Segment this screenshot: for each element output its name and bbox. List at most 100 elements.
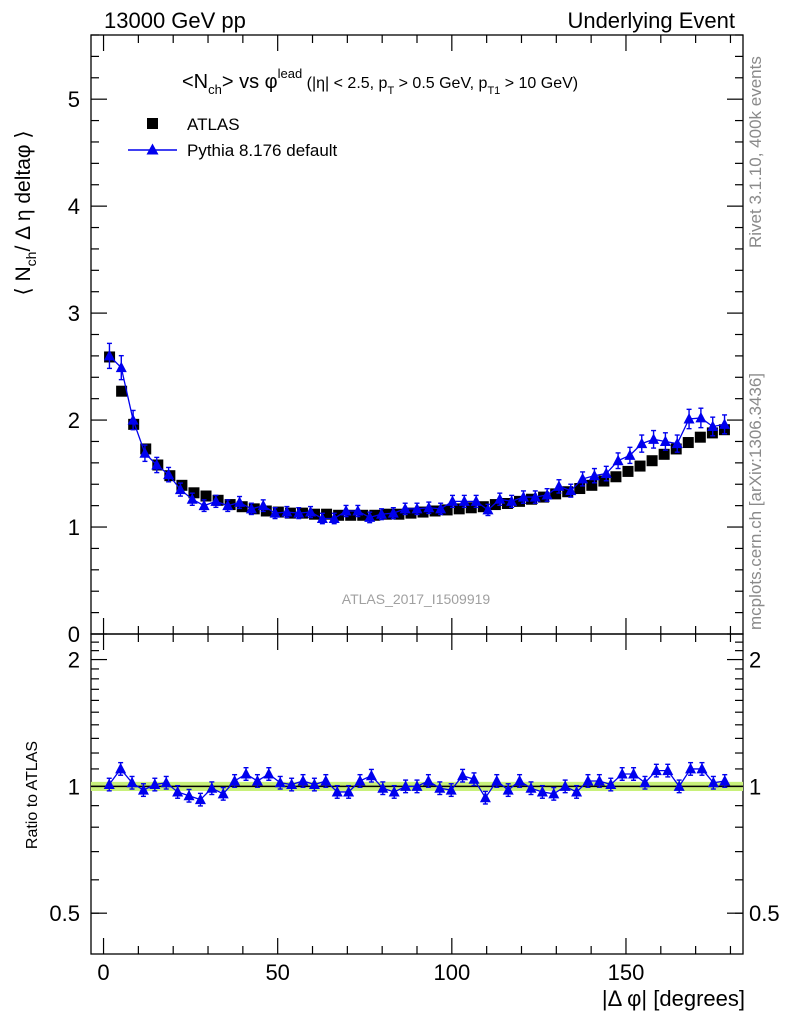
atlas-point	[200, 490, 212, 502]
series-pythia	[103, 342, 731, 525]
legend-label-atlas: ATLAS	[187, 115, 240, 134]
atlas-point	[646, 455, 658, 467]
ratio-point	[559, 780, 571, 791]
atlas-point	[369, 509, 381, 521]
pythia-point	[186, 493, 198, 504]
plot-title: <Nch> vs φlead (|η| < 2.5, pT > 0.5 GeV,…	[182, 66, 578, 97]
ratio-point	[514, 774, 526, 786]
ratio-point	[593, 774, 605, 786]
atlas-point	[272, 506, 284, 518]
pythia-point	[305, 506, 317, 517]
pythia-point	[494, 493, 506, 504]
atlas-point	[417, 506, 429, 518]
ratio-point	[126, 776, 138, 788]
atlas-point	[694, 431, 706, 443]
ratio-point	[662, 764, 674, 776]
x-axis-label: |Δ φ| [degrees]	[602, 986, 745, 1011]
ratio-point	[286, 778, 298, 790]
series-atlas	[104, 351, 730, 521]
ratio-point	[525, 782, 537, 793]
ratio-point	[457, 769, 469, 781]
pythia-point	[139, 447, 151, 458]
pythia-point	[127, 414, 139, 425]
ratio-point	[172, 785, 184, 797]
ratio-point	[548, 787, 560, 799]
ratio-point	[502, 784, 514, 795]
ratio-point	[149, 778, 161, 790]
ratio-y-tick-label: 0.5	[49, 901, 80, 926]
atlas-point	[405, 507, 417, 519]
pythia-point	[281, 506, 293, 517]
pythia-point	[553, 480, 565, 491]
pythia-point	[103, 349, 115, 361]
ratio-point	[194, 793, 206, 805]
atlas-point	[321, 508, 333, 520]
ylabel-part-a: ⟨ N	[12, 266, 35, 295]
pythia-point	[245, 502, 257, 514]
pythia-point	[376, 508, 388, 519]
pythia-point	[577, 472, 589, 484]
ratio-y-tick-label-right: 1	[749, 774, 761, 799]
title-sup-b: lead	[278, 66, 303, 81]
pythia-point	[328, 512, 340, 523]
ratio-point	[377, 782, 389, 793]
ratio-point	[696, 762, 708, 774]
title-part-c: (|η| < 2.5, p	[302, 75, 387, 92]
ratio-point	[571, 785, 583, 797]
atlas-point	[670, 443, 682, 455]
main-y-tick-label: 0	[68, 622, 80, 647]
pythia-point	[293, 507, 305, 518]
pythia-point	[222, 499, 234, 511]
ratio-point	[582, 774, 594, 786]
ratio-point	[673, 780, 685, 791]
pythia-point	[541, 488, 553, 500]
ratio-point	[331, 785, 343, 797]
pythia-point	[671, 437, 683, 449]
atlas-point	[610, 471, 622, 483]
ratio-point	[251, 774, 263, 786]
ratio-point	[365, 769, 377, 781]
pythia-point	[198, 499, 210, 511]
pythia-point	[446, 495, 458, 506]
pythia-point	[707, 420, 719, 431]
x-tick-label: 50	[265, 960, 289, 985]
pythia-point	[352, 504, 364, 516]
x-tick-label: 100	[433, 960, 470, 985]
ratio-point	[137, 784, 149, 795]
ratio-point	[422, 774, 434, 786]
ratio-point	[536, 785, 548, 797]
header-right: Underlying Event	[567, 8, 735, 33]
pythia-point	[174, 483, 186, 495]
ratio-point	[343, 785, 355, 797]
x-tick-label: 150	[608, 960, 645, 985]
ratio-point	[445, 784, 457, 795]
ratio-y-tick-label: 1	[68, 774, 80, 799]
ratio-point	[605, 778, 617, 790]
rivet-credit: Rivet 3.1.10, 400k events	[746, 56, 765, 248]
ylabel-sub: ch	[23, 252, 39, 267]
header-left: 13000 GeV pp	[104, 8, 246, 33]
atlas-point	[634, 460, 646, 472]
ratio-point	[160, 776, 172, 788]
atlas-point	[393, 508, 405, 520]
atlas-point	[489, 499, 501, 511]
atlas-point	[682, 437, 694, 449]
legend-marker-pythia	[146, 143, 159, 155]
ratio-point	[354, 774, 366, 786]
pythia-point	[269, 507, 281, 518]
main-y-tick-label: 4	[68, 194, 80, 219]
pythia-point	[636, 437, 648, 449]
ratio-y-tick-label: 2	[68, 648, 80, 673]
ratio-point	[400, 780, 412, 791]
atlas-point	[586, 479, 598, 491]
ratio-point	[628, 767, 640, 779]
main-y-tick-label: 1	[68, 515, 80, 540]
ratio-point	[468, 773, 480, 784]
title-sub-a: ch	[208, 82, 222, 97]
main-y-tick-labels: 0 1 2 3 4 5	[68, 87, 80, 647]
legend-label-pythia: Pythia 8.176 default	[187, 141, 338, 160]
pythia-point	[612, 454, 624, 466]
ratio-y-tick-label-right: 2	[749, 648, 761, 673]
pythia-point	[695, 411, 707, 423]
atlas-point	[465, 502, 477, 514]
